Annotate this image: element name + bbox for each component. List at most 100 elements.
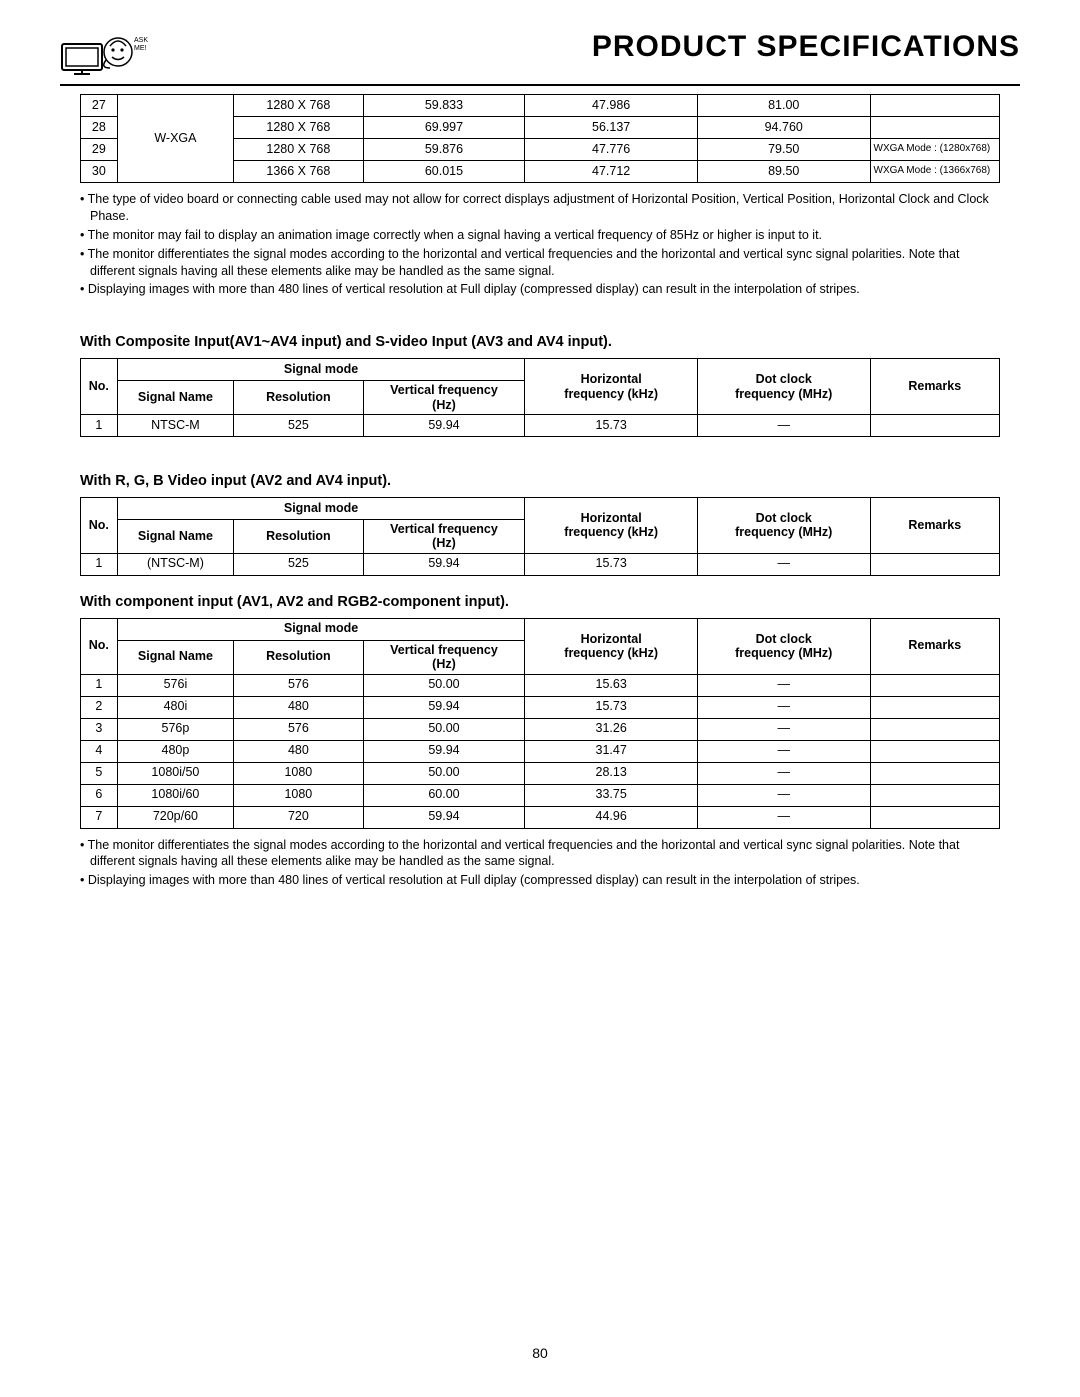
cell-dotclock: — xyxy=(697,553,870,575)
cell-vfreq: 59.94 xyxy=(363,553,525,575)
table-row: 1 NTSC-M 525 59.94 15.73 — xyxy=(81,415,1000,437)
ask-me-logo: ASK ME! xyxy=(60,30,148,78)
col-vfreq: Vertical frequency(Hz) xyxy=(363,381,525,415)
cell-resolution: 1280 X 768 xyxy=(234,117,363,139)
cell-remarks xyxy=(870,762,999,784)
col-signal-name: Signal Name xyxy=(117,640,233,674)
cell-vfreq: 59.94 xyxy=(363,740,525,762)
cell-no: 1 xyxy=(81,415,118,437)
cell-resolution: 1280 X 768 xyxy=(234,95,363,117)
note-item: Displaying images with more than 480 lin… xyxy=(80,281,1000,298)
col-hfreq: Horizontalfrequency (kHz) xyxy=(525,618,698,674)
cell-dotclock: 89.50 xyxy=(697,161,870,183)
cell-dotclock: 94.760 xyxy=(697,117,870,139)
col-signal-name: Signal Name xyxy=(117,381,233,415)
cell-no: 29 xyxy=(81,139,118,161)
cell-dotclock: 79.50 xyxy=(697,139,870,161)
cell-dotclock: — xyxy=(697,784,870,806)
cell-hfreq: 31.47 xyxy=(525,740,698,762)
table-row: 27W-XGA1280 X 76859.83347.98681.00 xyxy=(81,95,1000,117)
table-row: 4 480p 480 59.94 31.47 — xyxy=(81,740,1000,762)
note-item: Displaying images with more than 480 lin… xyxy=(80,872,1000,889)
cell-vfreq: 59.94 xyxy=(363,415,525,437)
cell-no: 3 xyxy=(81,718,118,740)
cell-resolution: 525 xyxy=(234,415,363,437)
page-number: 80 xyxy=(0,1345,1080,1361)
cell-signal-name: 576p xyxy=(117,718,233,740)
col-hfreq: Horizontalfrequency (kHz) xyxy=(525,498,698,554)
cell-signal-name: 480p xyxy=(117,740,233,762)
cell-no: 2 xyxy=(81,696,118,718)
col-no: No. xyxy=(81,359,118,415)
cell-vfreq: 59.94 xyxy=(363,806,525,828)
table-row: 3 576p 576 50.00 31.26 — xyxy=(81,718,1000,740)
col-dotclock: Dot clockfrequency (MHz) xyxy=(697,618,870,674)
cell-hfreq: 15.73 xyxy=(525,553,698,575)
cell-remarks xyxy=(870,740,999,762)
cell-hfreq: 15.73 xyxy=(525,415,698,437)
col-dotclock: Dot clockfrequency (MHz) xyxy=(697,359,870,415)
composite-table: No. Signal mode Horizontalfrequency (kHz… xyxy=(80,358,1000,437)
cell-remarks: WXGA Mode : (1366x768) xyxy=(870,161,999,183)
notes-block-2: The monitor differentiates the signal mo… xyxy=(80,837,1000,890)
col-resolution: Resolution xyxy=(234,640,363,674)
wxga-table: 27W-XGA1280 X 76859.83347.98681.00281280… xyxy=(80,94,1000,183)
col-no: No. xyxy=(81,498,118,554)
col-no: No. xyxy=(81,618,118,674)
cell-hfreq: 28.13 xyxy=(525,762,698,784)
table-row: 7 720p/60 720 59.94 44.96 — xyxy=(81,806,1000,828)
table-header-row: No. Signal mode Horizontalfrequency (kHz… xyxy=(81,618,1000,640)
cell-no: 7 xyxy=(81,806,118,828)
content: 27W-XGA1280 X 76859.83347.98681.00281280… xyxy=(60,94,1020,889)
cell-vfreq: 50.00 xyxy=(363,718,525,740)
cell-hfreq: 15.73 xyxy=(525,696,698,718)
col-signal-mode: Signal mode xyxy=(117,359,525,381)
cell-hfreq: 47.776 xyxy=(525,139,698,161)
table-header-row: No. Signal mode Horizontalfrequency (kHz… xyxy=(81,359,1000,381)
cell-resolution: 1080 xyxy=(234,784,363,806)
cell-dotclock: 81.00 xyxy=(697,95,870,117)
cell-remarks xyxy=(870,415,999,437)
col-resolution: Resolution xyxy=(234,520,363,554)
cell-no: 5 xyxy=(81,762,118,784)
cell-remarks xyxy=(870,95,999,117)
col-signal-mode: Signal mode xyxy=(117,618,525,640)
note-item: The monitor may fail to display an anima… xyxy=(80,227,1000,244)
cell-remarks xyxy=(870,718,999,740)
logo-icon: ASK ME! xyxy=(60,30,148,78)
cell-remarks xyxy=(870,117,999,139)
col-remarks: Remarks xyxy=(870,498,999,554)
cell-dotclock: — xyxy=(697,718,870,740)
cell-hfreq: 33.75 xyxy=(525,784,698,806)
cell-remarks xyxy=(870,553,999,575)
cell-no: 6 xyxy=(81,784,118,806)
cell-remarks xyxy=(870,784,999,806)
cell-vfreq: 60.00 xyxy=(363,784,525,806)
cell-remarks xyxy=(870,674,999,696)
table-row: 1 (NTSC-M) 525 59.94 15.73 — xyxy=(81,553,1000,575)
table-row: 2 480i 480 59.94 15.73 — xyxy=(81,696,1000,718)
svg-text:ME!: ME! xyxy=(134,45,147,52)
col-dotclock: Dot clockfrequency (MHz) xyxy=(697,498,870,554)
cell-remarks xyxy=(870,696,999,718)
note-item: The monitor differentiates the signal mo… xyxy=(80,837,1000,871)
section-title-composite: With Composite Input(AV1~AV4 input) and … xyxy=(80,334,1000,350)
cell-vfreq: 69.997 xyxy=(363,117,525,139)
cell-resolution: 576 xyxy=(234,674,363,696)
cell-resolution: 576 xyxy=(234,718,363,740)
cell-no: 4 xyxy=(81,740,118,762)
cell-resolution: 480 xyxy=(234,740,363,762)
page-header: ASK ME! PRODUCT SPECIFICATIONS xyxy=(60,30,1020,86)
cell-signal-name: (NTSC-M) xyxy=(117,553,233,575)
cell-dotclock: — xyxy=(697,806,870,828)
table-header-row: No. Signal mode Horizontalfrequency (kHz… xyxy=(81,498,1000,520)
col-vfreq: Vertical frequency(Hz) xyxy=(363,520,525,554)
col-remarks: Remarks xyxy=(870,618,999,674)
cell-hfreq: 31.26 xyxy=(525,718,698,740)
notes-block-1: The type of video board or connecting ca… xyxy=(80,191,1000,298)
cell-signal-name: 480i xyxy=(117,696,233,718)
page: ASK ME! PRODUCT SPECIFICATIONS 27W-XGA12… xyxy=(0,0,1080,1397)
rgb-table: No. Signal mode Horizontalfrequency (kHz… xyxy=(80,497,1000,576)
col-remarks: Remarks xyxy=(870,359,999,415)
note-item: The type of video board or connecting ca… xyxy=(80,191,1000,225)
